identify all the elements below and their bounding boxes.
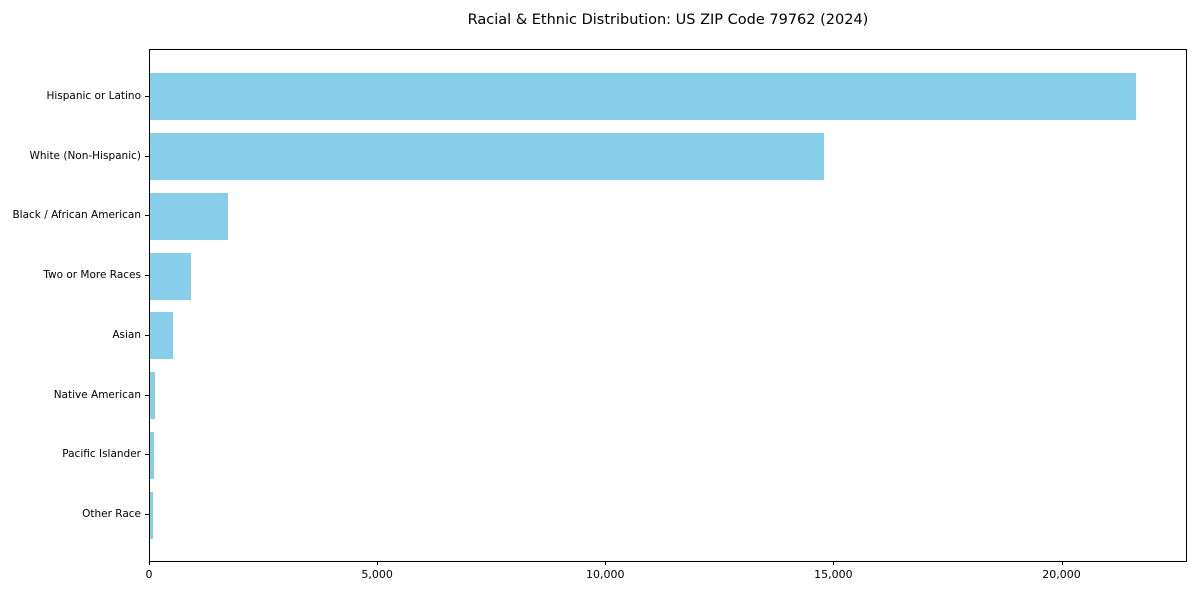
x-tick-mark (1061, 561, 1063, 565)
bar-row (150, 366, 1186, 426)
plot-area (149, 49, 1187, 562)
y-tick-slot (145, 484, 149, 544)
y-tick-label: Hispanic or Latino (46, 89, 141, 102)
bar-other-race (150, 491, 154, 539)
x-tick-label: 0 (145, 568, 153, 581)
bar-row (150, 187, 1186, 247)
bar-native-american (150, 372, 155, 420)
x-tick-mark (149, 561, 150, 565)
y-axis-labels: Hispanic or Latino White (Non-Hispanic) Bl… (0, 66, 141, 544)
y-tick-label: White (Non-Hispanic) (29, 149, 141, 162)
x-tick-label: 15,000 (814, 568, 853, 581)
y-tick-label: Pacific Islander (62, 448, 141, 461)
y-tick-slot (145, 66, 149, 126)
y-tick-mark (145, 514, 149, 516)
x-tick-mark (605, 561, 607, 565)
x-tick-mark (377, 561, 379, 565)
y-tick-slot (145, 305, 149, 365)
chart-title: Racial & Ethnic Distribution: US ZIP Cod… (467, 12, 869, 28)
x-tick-label: 5,000 (361, 568, 393, 581)
y-tick-slot (145, 245, 149, 305)
y-tick-slot (145, 425, 149, 485)
y-tick-mark (145, 215, 149, 217)
x-tick-mark (833, 561, 835, 565)
bar-row (150, 67, 1186, 127)
bar-row (150, 246, 1186, 306)
y-tick-slot (145, 365, 149, 425)
bar-black-african-american (150, 192, 228, 240)
bar-row (150, 306, 1186, 366)
y-tick-label: Native American (53, 388, 141, 401)
y-tick-mark (145, 95, 149, 97)
bar-row (150, 127, 1186, 187)
y-tick-label: Asian (112, 328, 141, 341)
bar-row (150, 426, 1186, 486)
x-tick-label: 10,000 (586, 568, 625, 581)
y-tick-mark (145, 334, 149, 336)
y-tick-label: Two or More Races (43, 269, 141, 282)
bar-hispanic-or-latino (150, 73, 1136, 121)
bar-asian (150, 312, 173, 360)
y-tick-mark (145, 394, 149, 396)
y-axis-ticks (145, 66, 149, 544)
y-tick-label: Other Race (82, 508, 141, 521)
bar-pacific-islander (150, 431, 154, 479)
bar-row (150, 485, 1186, 545)
x-axis: 0 5,000 10,000 15,000 20,000 (145, 561, 1187, 591)
y-tick-mark (145, 275, 149, 277)
x-tick-label: 20,000 (1042, 568, 1081, 581)
bar-white-non-hispanic (150, 133, 824, 181)
bar-two-or-more-races (150, 252, 191, 300)
y-tick-mark (145, 454, 149, 456)
y-tick-label: Black / African American (12, 209, 141, 222)
y-tick-mark (145, 155, 149, 157)
y-tick-slot (145, 126, 149, 186)
y-tick-slot (145, 186, 149, 246)
bars-container (150, 67, 1186, 545)
